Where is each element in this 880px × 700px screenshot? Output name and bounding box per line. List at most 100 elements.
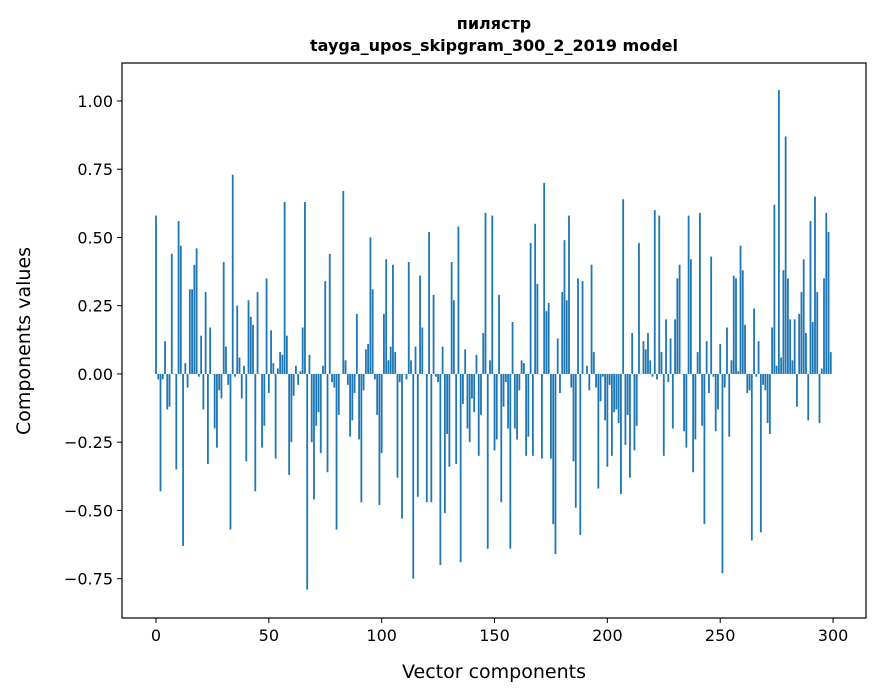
bar [503,374,505,407]
bar [184,363,186,374]
bar [279,352,281,374]
bar [618,374,620,423]
bar [324,281,326,374]
bar [582,281,584,374]
bar [234,374,236,377]
bar [444,374,446,513]
bar [778,90,780,374]
bars-group [155,90,832,590]
y-tick-label: 1.00 [77,92,113,111]
y-axis: −0.75−0.50−0.250.000.250.500.751.00 [64,92,122,589]
bar [823,278,825,374]
bar [699,213,701,374]
bar [498,295,500,374]
bar [473,374,475,412]
bar [548,303,550,374]
bar [667,374,669,382]
bar [665,319,667,374]
bar [205,292,207,374]
bar [606,374,608,467]
x-tick-label: 250 [705,626,736,645]
bar [803,259,805,374]
y-tick-label: 0.00 [77,365,113,384]
bar [597,374,599,489]
bar [805,333,807,374]
bar [672,374,674,429]
bar [758,341,760,374]
bar [737,371,739,374]
bar [586,366,588,374]
bar [722,374,724,573]
bar [392,265,394,374]
bar [187,374,189,388]
y-tick-label: 0.50 [77,228,113,247]
bar [595,374,597,388]
bar [200,336,202,374]
bar [311,374,313,442]
bar [390,347,392,374]
bar [518,374,520,390]
bar [767,374,769,423]
bar [564,240,566,374]
bar [588,374,590,390]
bar [566,300,568,374]
bar [268,374,270,393]
bar [507,374,509,429]
bar [248,300,250,374]
bar [740,246,742,374]
bar [792,360,794,374]
bar [263,374,265,426]
bar [306,374,308,590]
bar [636,374,638,426]
bar [816,292,818,374]
bar [527,374,529,437]
bar [742,270,744,374]
bar [796,374,798,407]
bar [397,374,399,478]
bar [347,374,349,385]
bar [500,374,502,502]
bar [329,254,331,374]
bar [162,374,164,379]
bar [309,355,311,374]
bar [198,374,200,377]
bar [245,374,247,461]
bar [568,216,570,374]
y-tick-label: 0.25 [77,297,113,316]
bar [724,374,726,388]
bar [776,366,778,374]
bar [272,363,274,374]
bar [615,374,617,409]
bar [546,311,548,374]
bar [552,374,554,524]
bar [207,374,209,464]
y-axis-label: Components values [13,247,35,435]
bar [476,355,478,374]
bar [658,216,660,374]
bar [426,374,428,502]
bar [645,349,647,374]
bar [376,374,378,415]
bar [491,216,493,374]
bar [250,317,252,374]
bar [254,374,256,491]
bar [663,374,665,456]
bar [252,325,254,374]
bar [715,374,717,431]
y-tick-label: −0.25 [64,433,113,452]
bar [735,278,737,374]
y-tick-label: 0.75 [77,160,113,179]
bar [363,374,365,390]
x-axis-label: Vector components [402,661,586,683]
bar [302,328,304,374]
bar [710,257,712,374]
bar [753,308,755,374]
bar [749,374,751,390]
bar [701,374,703,426]
bar [719,344,721,374]
bar [471,374,473,399]
bar [171,254,173,374]
bar [550,374,552,459]
bar [821,368,823,373]
x-tick-label: 200 [592,626,623,645]
